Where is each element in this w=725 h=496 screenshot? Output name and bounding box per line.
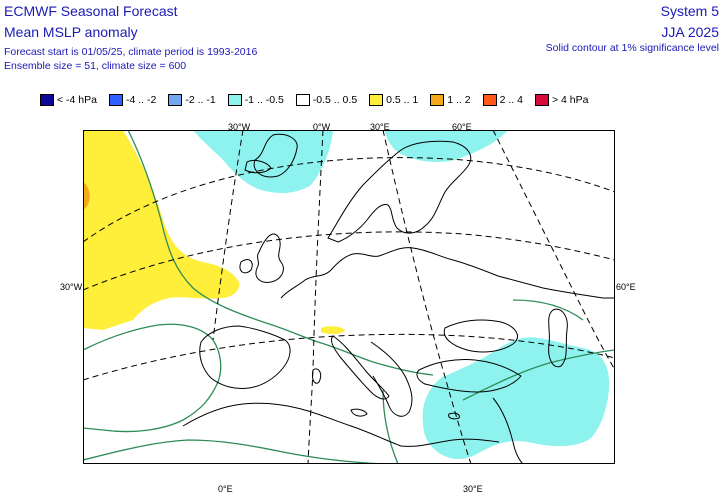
coastline-turkey bbox=[416, 359, 522, 393]
system-label: System 5 bbox=[660, 3, 719, 19]
coastline-north-africa bbox=[182, 402, 500, 447]
legend-swatch bbox=[534, 94, 549, 106]
legend-label: -0.5 .. 0.5 bbox=[312, 94, 358, 106]
legend-swatch bbox=[109, 94, 123, 106]
graticule-label-top: 30°W bbox=[228, 122, 251, 132]
positive-anomaly-area bbox=[83, 130, 240, 330]
significance-note: Solid contour at 1% significance level bbox=[545, 42, 719, 54]
map-frame bbox=[83, 130, 615, 464]
graticule-label-bottom: 30°E bbox=[463, 484, 483, 494]
legend-swatch bbox=[295, 94, 310, 106]
ensemble-info: Ensemble size = 51, climate size = 600 bbox=[4, 60, 187, 72]
significance-contour bbox=[83, 439, 384, 464]
graticule-meridian bbox=[492, 130, 615, 371]
legend-item: 0.5 .. 1 bbox=[369, 94, 418, 106]
coastline-black-sea bbox=[443, 319, 518, 353]
legend-swatch bbox=[168, 94, 183, 106]
legend-label: -1 .. -0.5 bbox=[244, 94, 284, 106]
legend-item: < -4 hPa bbox=[40, 94, 97, 106]
legend-item: 2 .. 4 bbox=[482, 94, 523, 106]
legend-label: 1 .. 2 bbox=[447, 94, 471, 106]
legend-item: -4 .. -2 bbox=[109, 94, 156, 106]
coastline-middle-east bbox=[492, 397, 524, 464]
graticule-label-right: 60°E bbox=[616, 282, 636, 292]
strong-positive-patch bbox=[83, 182, 90, 210]
graticule-parallel bbox=[83, 231, 615, 291]
legend-label: 2 .. 4 bbox=[499, 94, 523, 106]
legend-label: -2 .. -1 bbox=[185, 94, 216, 106]
graticule-parallel bbox=[83, 333, 615, 381]
significance-contour bbox=[512, 299, 584, 321]
mslp-anomaly-map bbox=[83, 130, 615, 464]
coastline-greenland bbox=[253, 133, 298, 178]
chart-title: ECMWF Seasonal Forecast bbox=[4, 3, 178, 19]
coastline-scandinavia bbox=[327, 140, 472, 243]
significance-contour bbox=[127, 130, 434, 376]
legend-label: < -4 hPa bbox=[57, 94, 97, 106]
small-positive-patch bbox=[321, 326, 345, 335]
chart-subtitle: Mean MSLP anomaly bbox=[4, 24, 138, 40]
negative-anomaly-area-north bbox=[193, 130, 333, 193]
legend-label: -4 .. -2 bbox=[126, 94, 157, 106]
coastline-british-isles bbox=[239, 233, 284, 283]
coastline-balkans-greece bbox=[370, 341, 413, 417]
legend-swatch bbox=[227, 94, 242, 106]
legend-swatch bbox=[430, 94, 445, 106]
graticule-label-top: 60°E bbox=[452, 122, 472, 132]
legend-item: > 4 hPa bbox=[534, 94, 589, 106]
coastline-mediterranean-islands bbox=[312, 368, 460, 420]
graticule-label-left: 30°W bbox=[60, 282, 83, 292]
coastline-iceland bbox=[244, 159, 272, 174]
forecast-info: Forecast start is 01/05/25, climate peri… bbox=[4, 46, 258, 58]
graticule-label-bottom: 0°E bbox=[218, 484, 233, 494]
graticule-label-top: 0°W bbox=[313, 122, 331, 132]
season-label: JJA 2025 bbox=[661, 24, 719, 40]
legend-swatch bbox=[482, 94, 497, 106]
coastline-italy bbox=[330, 335, 390, 400]
graticule-meridian bbox=[212, 130, 244, 341]
graticule-meridian bbox=[382, 130, 472, 464]
significance-contour bbox=[382, 389, 399, 464]
coastline-caspian-sea bbox=[548, 308, 568, 368]
coastline-continental-europe bbox=[280, 247, 615, 299]
legend-swatch bbox=[369, 94, 384, 106]
legend-item: -0.5 .. 0.5 bbox=[295, 94, 358, 106]
graticule-meridian bbox=[307, 130, 324, 464]
graticule-parallel bbox=[83, 157, 615, 243]
coastline-iberia bbox=[199, 325, 291, 389]
color-legend: < -4 hPa -4 .. -2 -2 .. -1 -1 .. -0.5 -0… bbox=[40, 94, 600, 106]
legend-item: 1 .. 2 bbox=[430, 94, 471, 106]
legend-item: -2 .. -1 bbox=[168, 94, 216, 106]
legend-label: > 4 hPa bbox=[551, 94, 589, 106]
negative-anomaly-area-scandinavia bbox=[385, 130, 508, 162]
legend-label: 0.5 .. 1 bbox=[386, 94, 419, 106]
legend-swatch bbox=[40, 94, 54, 106]
significance-contour bbox=[462, 349, 615, 401]
legend-item: -1 .. -0.5 bbox=[227, 94, 284, 106]
negative-anomaly-area-east-med bbox=[422, 337, 610, 460]
graticule-label-top: 30°E bbox=[370, 122, 390, 132]
significance-contour bbox=[83, 323, 222, 433]
